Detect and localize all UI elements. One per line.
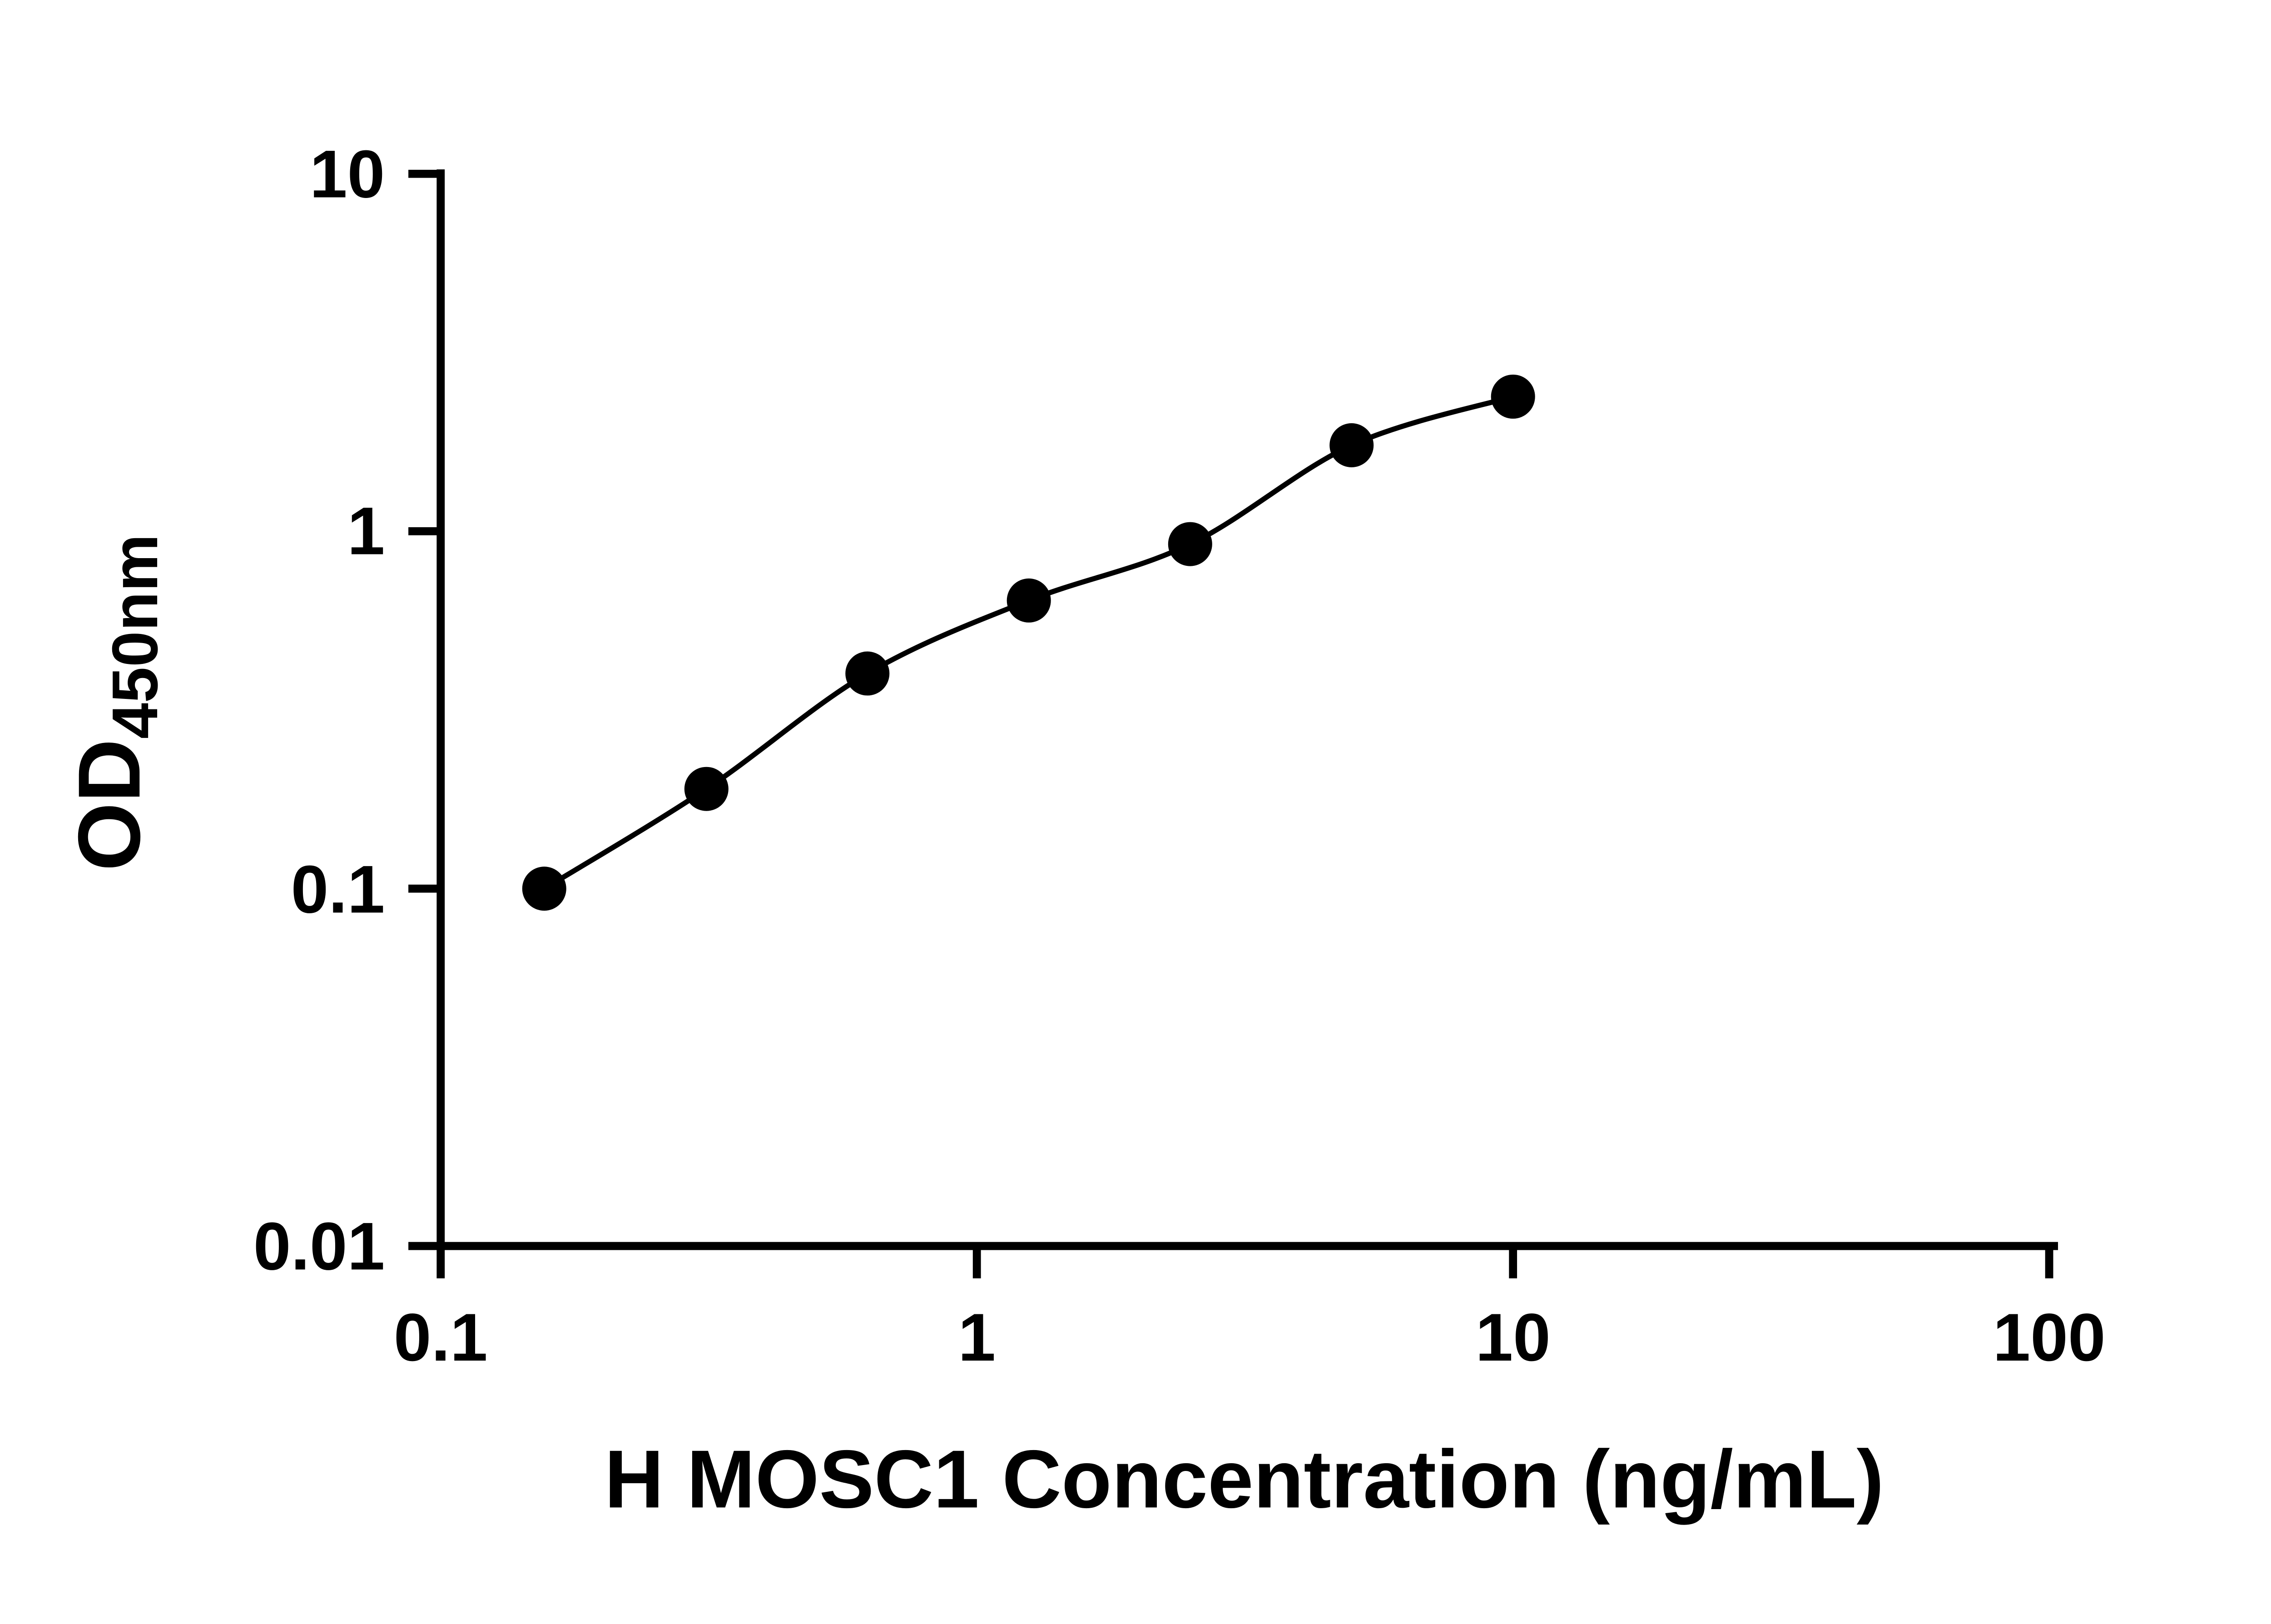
data-point: [684, 767, 729, 811]
data-point: [1329, 423, 1374, 467]
y-tick-label-0.01: 0.01: [253, 1208, 385, 1284]
series-layer: [522, 374, 1535, 911]
x-axis-title: H MOSC1 Concentration (ng/mL): [605, 1433, 1884, 1525]
y-tick-label-10: 10: [310, 136, 385, 212]
data-point: [1168, 522, 1212, 566]
y-tick-label-1: 1: [347, 493, 385, 569]
axes: [436, 169, 2058, 1250]
x-tick-label-100: 100: [1993, 1299, 2106, 1375]
data-point: [1491, 374, 1535, 419]
data-point: [1007, 578, 1051, 623]
x-tick-label-0.1: 0.1: [394, 1299, 488, 1375]
data-point: [522, 866, 566, 911]
y-axis-title: OD450nm: [60, 534, 171, 871]
y-axis-title-main: OD: [60, 739, 159, 871]
x-tick-label-1: 1: [958, 1299, 996, 1375]
y-axis-title-subscript: 450nm: [99, 534, 171, 739]
axis-ticks: [408, 169, 2053, 1278]
x-tick-label-10: 10: [1475, 1299, 1550, 1375]
data-point: [845, 651, 890, 696]
fit-curve: [543, 394, 1514, 891]
y-tick-label-0.1: 0.1: [291, 852, 385, 927]
